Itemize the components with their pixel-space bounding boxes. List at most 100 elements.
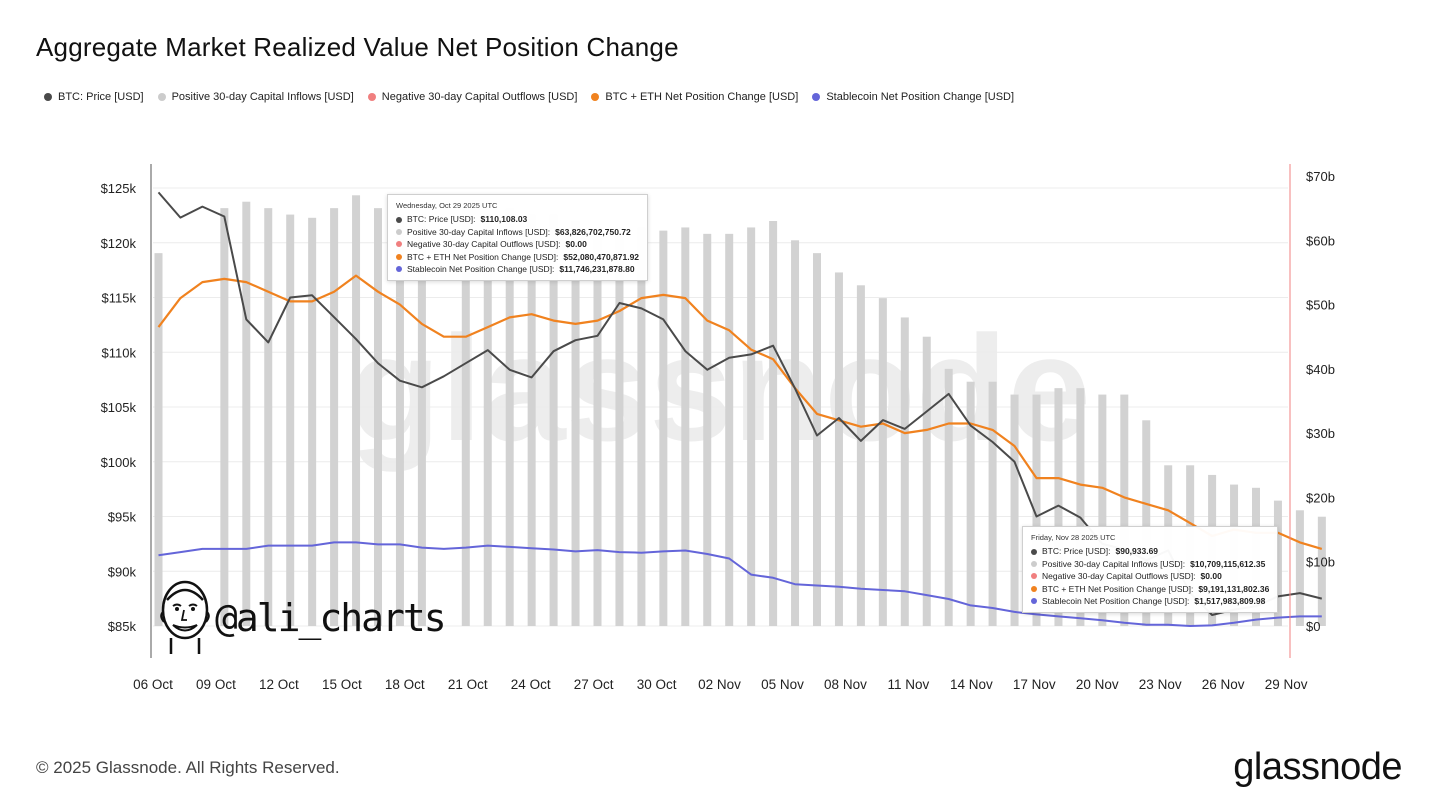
tooltip-dot [1031,598,1037,605]
tooltip-label: BTC: Price [USD]: [1042,546,1111,557]
inflow-bar [900,317,909,626]
tooltip-dot [1031,573,1037,580]
y-left-tick-label: $90k [108,564,137,579]
tooltip-label: BTC: Price [USD]: [407,214,476,225]
inflow-bar [461,208,470,626]
inflow-bar [505,208,514,626]
inflow-bar [944,368,953,626]
chart-title: Aggregate Market Realized Value Net Posi… [36,32,679,62]
inflow-bar [330,208,339,626]
x-tick-label: 21 Oct [448,677,488,692]
inflow-bar [966,381,975,626]
legend-dot [157,93,166,101]
inflow-bar [483,214,492,627]
watermark-handle: @ali_charts [215,596,447,640]
inflow-bar [659,230,668,626]
inflow-bar [527,214,536,627]
legend-dot [812,93,821,101]
tooltip-value: $63,826,702,750.72 [555,226,631,237]
inflow-bar [1142,420,1151,626]
inflow-bar [374,208,382,626]
tooltip-oct29: Wednesday, Oct 29 2025 UTC BTC: Price [U… [387,194,649,282]
avatar-icon [160,580,210,654]
y-left-tick-label: $110k [102,345,137,360]
tooltip-label: Stablecoin Net Position Change [USD]: [1042,596,1190,607]
tooltip-label: Positive 30-day Capital Inflows [USD]: [1042,558,1186,569]
tooltip-value: $1,517,983,809.98 [1194,596,1266,607]
tooltip-dot [1031,548,1037,555]
tooltip-dot [396,241,402,248]
tooltip-value: $0.00 [565,239,587,250]
watermark-layer: glassnode [349,304,1091,472]
tooltip-label: Positive 30-day Capital Inflows [USD]: [407,226,551,237]
inflow-bar [395,214,404,627]
legend-dot [44,93,52,101]
inflow-bar [769,221,778,626]
x-tick-label: 02 Nov [698,677,741,692]
x-tick-label: 11 Nov [888,677,930,692]
x-tick-label: 08 Nov [824,677,867,692]
inflow-bar [352,195,361,627]
legend-item-stablecoin[interactable]: Stablecoin Net Position Change [USD] [812,91,1014,103]
legend-item-inflows[interactable]: Positive 30-day Capital Inflows [USD] [157,91,354,103]
tooltip-dot [1031,561,1037,568]
x-tick-label: 20 Nov [1076,677,1119,692]
inflow-bar [417,214,426,627]
tooltip-date: Wednesday, Oct 29 2025 UTC [396,201,498,210]
inflow-bar [593,227,602,626]
tooltip-row: BTC + ETH Net Position Change [USD]: $9,1… [1031,583,1269,595]
inflow-bar [308,217,317,627]
inflow-bar [1054,388,1063,626]
inflow-bar [703,233,712,626]
y-left-tick-label: $95k [108,510,137,525]
x-tick-label: 24 Oct [511,677,551,692]
tooltip-row: Stablecoin Net Position Change [USD]: $1,… [1031,595,1269,607]
inflow-bar [220,208,229,626]
x-tick-label: 26 Nov [1202,677,1245,692]
legend-item-btc-price[interactable]: BTC: Price [USD] [44,91,144,103]
inflow-bar [1295,510,1304,626]
x-tick-label: 05 Nov [761,677,804,692]
inflow-bar [1317,516,1326,626]
tooltip-dot [396,216,402,223]
x-tick-label: 29 Nov [1265,677,1308,692]
inflow-bar [725,233,734,626]
legend-label: BTC: Price [USD] [58,91,144,103]
tooltip-row: Stablecoin Net Position Change [USD]: $11… [396,263,639,275]
y-left-tick-label: $100k [101,455,137,470]
legend-label: BTC + ETH Net Position Change [USD] [605,91,799,103]
y-right-tick-label: $0 [1306,619,1320,634]
tooltip-row: Negative 30-day Capital Outflows [USD]: $… [396,238,639,250]
tooltip-value: $11,746,231,878.80 [559,264,635,275]
inflow-bar [813,253,821,626]
legend-label: Negative 30-day Capital Outflows [USD] [381,91,578,103]
x-tick-label: 27 Oct [574,677,614,692]
y-left-tick-label: $105k [101,400,137,415]
tooltip-label: BTC + ETH Net Position Change [USD]: [1042,583,1194,594]
legend: BTC: Price [USD] Positive 30-day Capital… [44,91,1014,103]
tooltip-value: $9,191,131,802.36 [1198,583,1270,594]
tooltip-row: BTC: Price [USD]: $110,108.03 [396,213,639,225]
y-left-tick-label: $120k [101,236,137,251]
watermark-logo: glassnode [349,304,1091,472]
inflow-bar [856,285,865,626]
tooltip-dot [396,229,402,236]
tooltip-label: Negative 30-day Capital Outflows [USD]: [1042,571,1196,582]
inflow-bar [878,298,887,626]
inflow-bar [681,227,690,626]
y-left-tick-label: $85k [108,619,137,634]
tooltip-dot [1031,585,1037,592]
tooltip-row: Positive 30-day Capital Inflows [USD]: $1… [1031,558,1269,570]
legend-item-btc-eth[interactable]: BTC + ETH Net Position Change [USD] [591,91,798,103]
y-left-tick-label: $115k [102,291,137,306]
tooltip-value: $52,080,470,871.92 [563,251,640,262]
tooltip-date: Friday, Nov 28 2025 UTC [1031,533,1116,542]
copyright-text: © 2025 Glassnode. All Rights Reserved. [36,758,340,777]
legend-item-outflows[interactable]: Negative 30-day Capital Outflows [USD] [367,91,578,103]
x-tick-label: 18 Oct [385,677,425,692]
legend-dot [591,93,600,101]
tooltip-label: BTC + ETH Net Position Change [USD]: [407,251,559,262]
brand-logo: glassnode [1233,746,1402,788]
inflow-bar [747,227,756,626]
